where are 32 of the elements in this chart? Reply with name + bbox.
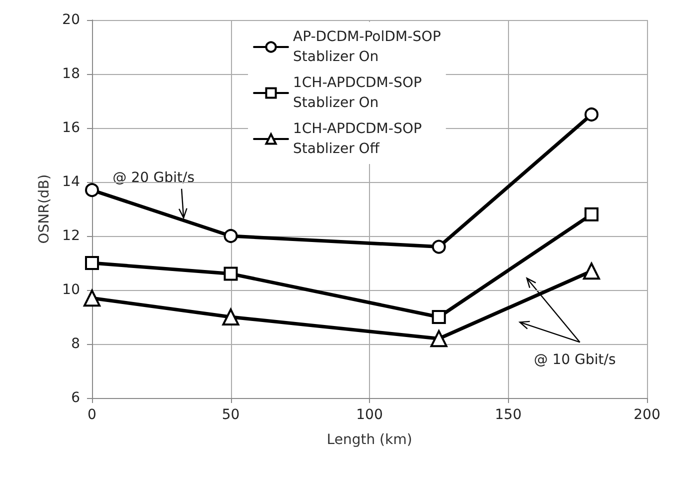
y-tick-label: 6 — [71, 390, 80, 406]
annotation: @ 10 Gbit/s — [534, 352, 616, 368]
x-tick-label: 0 — [88, 407, 96, 423]
annotation: @ 20 Gbit/s — [112, 170, 194, 186]
y-tick-label: 10 — [62, 282, 80, 298]
point — [584, 108, 598, 122]
point — [430, 330, 448, 348]
legend-label: AP-DCDM-PolDM-SOP Stablizer On — [293, 29, 441, 65]
point — [85, 256, 99, 270]
point — [584, 207, 598, 222]
y-tick-label: 12 — [62, 228, 80, 244]
point — [222, 308, 240, 326]
point — [583, 262, 600, 280]
point — [85, 183, 99, 198]
legend-label: 1CH-APDCDM-SOP Stablizer On — [293, 75, 422, 111]
point — [224, 266, 238, 281]
x-tick-label: 150 — [494, 407, 522, 423]
y-tick-label: 20 — [62, 12, 80, 28]
y-tick-label: 16 — [62, 120, 80, 136]
point — [432, 240, 446, 254]
x-tick-label: 200 — [634, 407, 660, 423]
legend-label: 1CH-APDCDM-SOP Stablizer Off — [293, 121, 422, 157]
point — [432, 310, 446, 324]
point — [84, 290, 100, 307]
x-tick-label: 50 — [222, 407, 240, 423]
x-tick-label: 100 — [356, 407, 383, 423]
y-axis-title: OSNR(dB) — [36, 174, 52, 244]
y-tick-label: 14 — [62, 174, 80, 190]
x-axis-title: Length (km) — [326, 432, 412, 448]
point — [224, 229, 238, 243]
y-tick-label: 8 — [71, 336, 80, 352]
y-tick-label: 18 — [62, 66, 80, 82]
